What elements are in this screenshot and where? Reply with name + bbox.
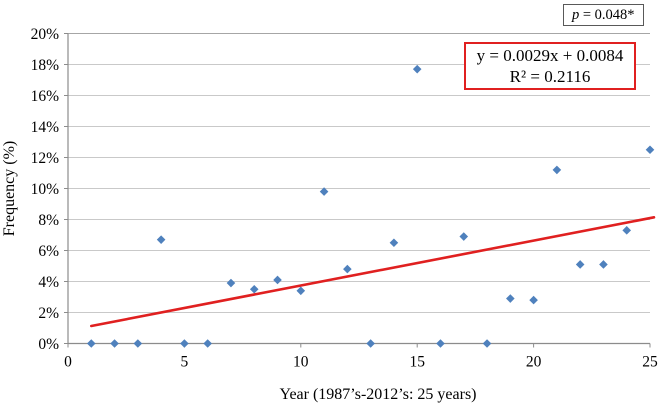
x-tick-label: 20 [526,354,542,371]
data-point [110,339,119,348]
x-tick-label: 15 [409,354,425,371]
data-point [436,339,445,348]
data-point [180,339,189,348]
y-tick-label: 0% [38,336,59,353]
trendline-equation-box: y = 0.0029x + 0.0084 R² = 0.2116 [464,42,636,90]
trendline-equation: y = 0.0029x + 0.0084 [476,46,624,65]
r-squared-value: R² = 0.2116 [509,67,591,86]
data-point [645,145,655,155]
data-point [622,226,632,235]
data-point [459,232,469,241]
y-tick-label: 2% [38,305,59,322]
data-point [86,339,96,348]
x-tick-label: 10 [293,354,309,371]
y-tick-label: 6% [38,243,59,260]
data-point [506,294,515,303]
y-tick-label: 4% [38,274,59,291]
y-tick-label: 18% [31,57,60,74]
x-tick-label: 5 [181,354,189,371]
y-axis-title: Frequency (%) [1,141,18,237]
x-tick-label: 0 [64,354,72,371]
p-value-text: = 0.048* [579,7,635,23]
y-tick-label: 8% [38,212,59,229]
data-point [552,165,562,175]
p-value-box: p = 0.048* [563,4,644,26]
data-point [226,278,236,288]
data-point [156,235,166,244]
data-point [529,295,538,305]
y-tick-label: 14% [31,119,60,136]
data-point [273,275,282,285]
trendline [89,216,656,328]
data-point [319,187,329,196]
data-point [296,286,306,296]
p-symbol: p [572,7,580,23]
data-point [389,238,399,248]
data-point [482,339,492,348]
y-tick-label: 16% [31,88,60,105]
data-point [412,64,422,74]
data-point [366,339,375,348]
data-point [599,260,608,269]
y-tick-label: 10% [31,181,60,198]
x-tick-label: 25 [642,354,658,371]
data-point [343,264,352,274]
x-axis-title: Year (1987’s-2012’s: 25 years) [279,386,476,403]
data-point [249,284,259,294]
data-point [575,260,585,269]
y-tick-label: 20% [31,26,60,43]
data-point [133,339,143,348]
data-point [203,339,212,348]
y-tick-label: 12% [31,150,60,167]
